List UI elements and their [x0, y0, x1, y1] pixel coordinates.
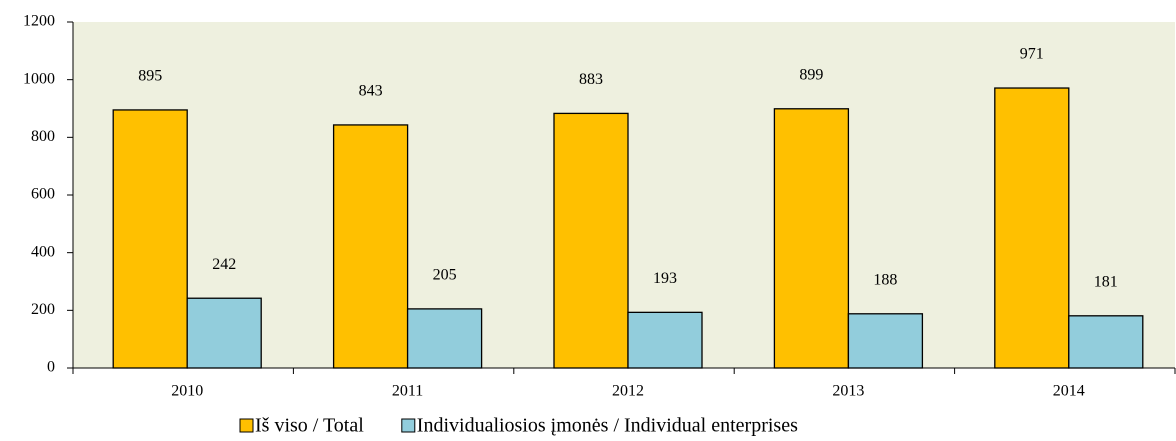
y-tick-label: 200 [31, 301, 55, 318]
data-label: 843 [359, 83, 383, 100]
data-label: 205 [433, 267, 457, 284]
legend-label: Iš viso / Total [255, 415, 364, 437]
bar [186, 297, 262, 369]
data-label: 193 [653, 270, 677, 287]
y-tick-label: 1200 [23, 13, 55, 30]
bar [332, 124, 409, 369]
x-tick-label: 2012 [612, 383, 644, 400]
y-tick-label: 1000 [23, 70, 55, 87]
data-label: 883 [579, 71, 603, 88]
data-label: 188 [873, 271, 897, 288]
data-label: 242 [212, 256, 236, 273]
y-tick-label: 400 [31, 243, 55, 260]
y-tick-label: 600 [31, 186, 55, 203]
data-label: 971 [1020, 46, 1044, 63]
bar [406, 308, 483, 369]
legend: Iš viso / Total Individualiosios įmonės /… [239, 415, 798, 437]
legend-label: Individualiosios įmonės / Individual ent… [417, 415, 798, 437]
bar [112, 109, 188, 369]
bar [553, 112, 629, 369]
data-label: 181 [1094, 273, 1118, 290]
data-label: 899 [799, 66, 823, 83]
bar [994, 87, 1070, 369]
data-label: 895 [138, 68, 162, 85]
y-tick-label: 0 [47, 359, 55, 376]
x-tick-label: 2013 [832, 383, 864, 400]
x-tick-label: 2014 [1053, 383, 1085, 400]
bar [1068, 315, 1144, 369]
legend-swatch [239, 418, 254, 433]
legend-swatch [401, 418, 416, 433]
y-tick-label: 800 [31, 128, 55, 145]
bar [627, 311, 703, 369]
bar [847, 313, 924, 369]
x-tick-label: 2011 [392, 383, 423, 400]
x-tick-label: 2010 [171, 383, 203, 400]
bar [773, 108, 850, 369]
